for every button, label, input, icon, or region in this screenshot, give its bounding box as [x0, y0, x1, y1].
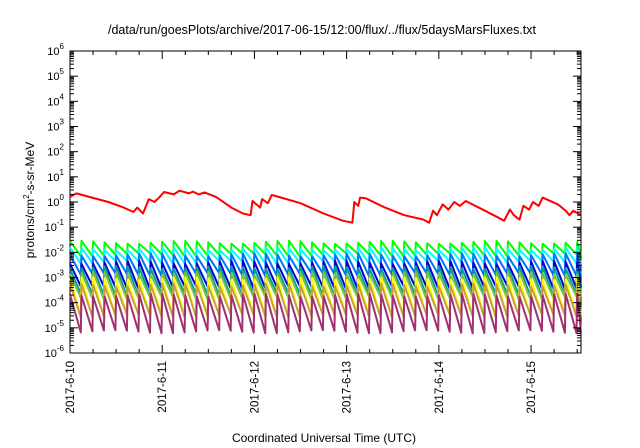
y-tick-label: 10-6 [45, 344, 65, 360]
series-line-8 [69, 276, 582, 319]
series-line-4 [69, 252, 582, 278]
y-tick-label: 101 [47, 168, 64, 184]
y-tick-label: 10-5 [45, 319, 65, 335]
y-axis-label-superscript: 2 [22, 194, 31, 199]
y-tick-label: 10-2 [45, 243, 65, 259]
y-axis-label: protons/cm2-s-sr-MeV [22, 142, 37, 258]
y-tick-label: 10-4 [45, 294, 65, 310]
x-tick-label: 2017-6-11 [157, 361, 169, 413]
series-line-3 [69, 246, 582, 265]
x-tick-label: 2017-6-13 [342, 361, 354, 413]
series-line-9 [69, 282, 582, 319]
plot-area [69, 50, 582, 354]
x-tick-label: 2017-6-12 [249, 361, 261, 413]
series-layer [69, 189, 582, 335]
x-axis-label: Coordinated Universal Time (UTC) [232, 431, 416, 445]
x-tick-label: 2017-6-10 [65, 361, 77, 413]
y-tick-label: 103 [47, 118, 64, 134]
y-tick-label: 102 [47, 143, 64, 159]
series-line-1 [69, 189, 582, 224]
y-tick-label: 104 [47, 92, 64, 108]
y-axis-label-tail: -s-sr-MeV [23, 142, 37, 195]
x-tick-label: 2017-6-15 [526, 361, 538, 413]
y-tick-label: 105 [47, 67, 64, 83]
y-tick-label: 106 [47, 42, 64, 58]
series-line-5 [69, 259, 582, 290]
series-line-7 [69, 270, 582, 301]
series-line-6 [69, 265, 582, 298]
series-line-2 [69, 239, 582, 258]
y-axis-label-main: protons/cm [23, 199, 37, 258]
y-tick-label: 10-1 [45, 218, 65, 234]
x-axis: 2017-6-10 2017-6-11 2017-6-12 2017-6-13 2017… [65, 51, 578, 413]
y-tick-label: 100 [47, 193, 64, 209]
series-line-10 [69, 292, 582, 335]
chart-title: /data/run/goesPlots/archive/2017-06-15/1… [108, 23, 537, 37]
y-axis: 10-6 10-5 10-4 10-3 10-2 10-1 100 101 102 103 104 1… [45, 42, 581, 360]
x-tick-label: 2017-6-14 [434, 360, 446, 413]
y-tick-label: 10-3 [45, 269, 65, 285]
